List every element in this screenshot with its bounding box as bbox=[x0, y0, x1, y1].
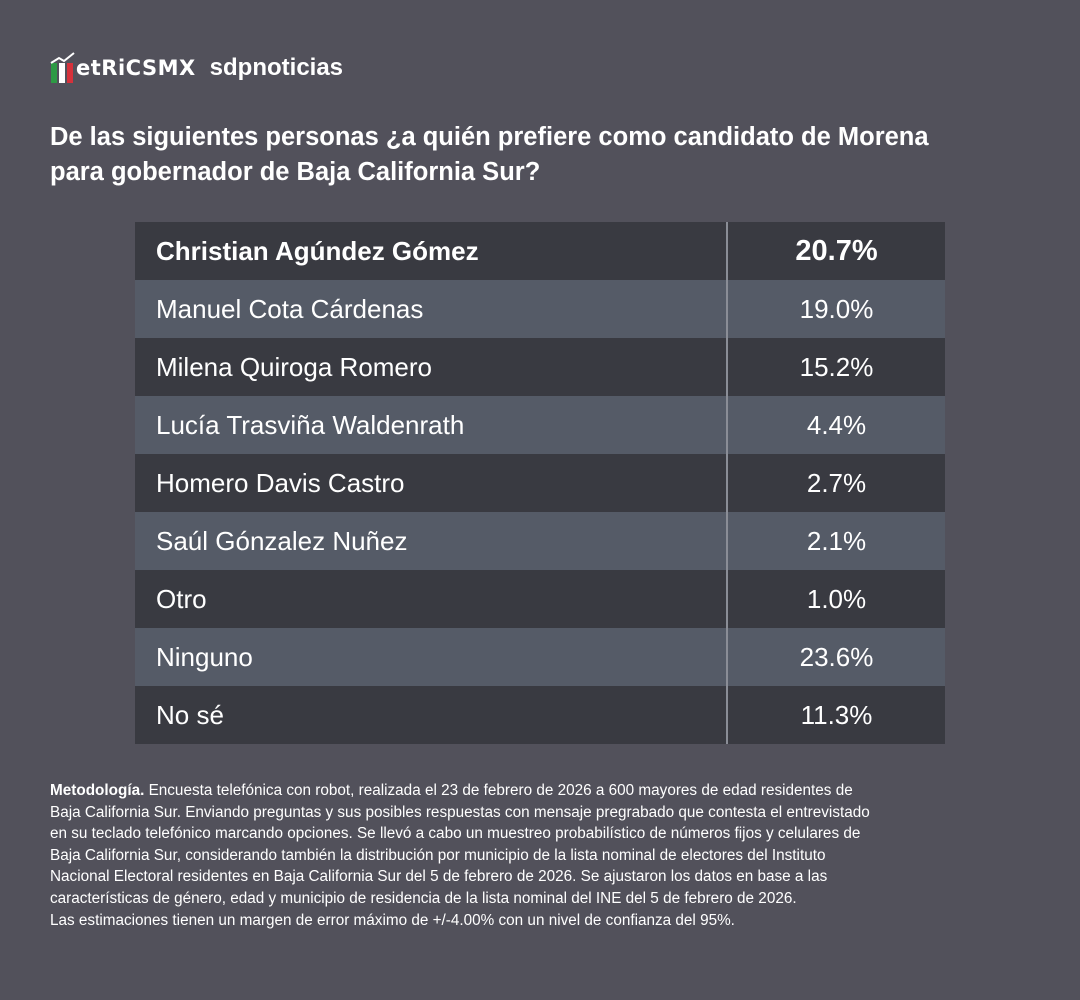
candidate-name: Homero Davis Castro bbox=[135, 454, 728, 512]
table-row: No sé 11.3% bbox=[135, 686, 945, 744]
percentage: 1.0% bbox=[806, 583, 867, 614]
table-row: Ninguno 23.6% bbox=[135, 628, 945, 686]
percentage: 15.2% bbox=[799, 351, 874, 382]
logo: etRiCSMX sdpnoticias bbox=[50, 50, 343, 86]
logo-icon bbox=[50, 52, 75, 83]
methodology-line: Nacional Electoral residentes en Baja Ca… bbox=[50, 866, 870, 888]
candidate-name: Christian Agúndez Gómez bbox=[135, 222, 728, 280]
candidate-name: Saúl Gónzalez Nuñez bbox=[135, 512, 728, 570]
logo-text: etRiCSMX bbox=[76, 56, 196, 80]
candidate-name: Otro bbox=[135, 570, 728, 628]
percentage: 19.0% bbox=[799, 293, 874, 324]
percentage: 20.7% bbox=[795, 234, 878, 267]
methodology-line: Baja California Sur, considerando tambié… bbox=[50, 845, 870, 867]
candidate-name: Milena Quiroga Romero bbox=[135, 338, 728, 396]
table-row: Manuel Cota Cárdenas 19.0% bbox=[135, 280, 945, 338]
methodology-line: características de género, edad y munici… bbox=[50, 888, 870, 910]
title-line: para gobernador de Baja California Sur? bbox=[50, 158, 541, 186]
candidate-name: Manuel Cota Cárdenas bbox=[135, 280, 728, 338]
table-row: Lucía Trasviña Waldenrath 4.4% bbox=[135, 396, 945, 454]
percentage: 23.6% bbox=[799, 641, 874, 672]
candidate-name: Ninguno bbox=[135, 628, 728, 686]
title-line: De las siguientes personas ¿a quién pref… bbox=[50, 123, 929, 151]
methodology: Metodología. Encuesta telefónica con rob… bbox=[50, 780, 870, 931]
percentage: 2.1% bbox=[806, 525, 867, 556]
title: De las siguientes personas ¿a quién pref… bbox=[50, 120, 929, 190]
methodology-line: en su teclado telefónico marcando opcion… bbox=[50, 823, 870, 845]
percentage: 2.7% bbox=[806, 467, 867, 498]
table-row: Christian Agúndez Gómez 20.7% bbox=[135, 222, 945, 280]
methodology-text: Baja California Sur, considerando tambié… bbox=[50, 846, 826, 864]
results-table: Christian Agúndez Gómez 20.7% Manuel Cota … bbox=[135, 222, 945, 744]
brand: sdpnoticias bbox=[209, 54, 344, 81]
percentage: 4.4% bbox=[806, 409, 867, 440]
candidate-name: No sé bbox=[135, 686, 728, 744]
methodology-text: Las estimaciones tienen un margen de err… bbox=[50, 911, 735, 929]
methodology-text: Encuesta telefónica con robot, realizada… bbox=[144, 782, 853, 799]
methodology-label: Metodología. bbox=[50, 782, 145, 799]
table-row: Otro 1.0% bbox=[135, 570, 945, 628]
percentage: 11.3% bbox=[800, 699, 873, 730]
candidate-name: Lucía Trasviña Waldenrath bbox=[135, 396, 728, 454]
methodology-text: en su teclado telefónico marcando opcion… bbox=[50, 825, 861, 843]
methodology-line: Las estimaciones tienen un margen de err… bbox=[50, 910, 870, 932]
methodology-text: características de género, edad y munici… bbox=[50, 889, 797, 907]
methodology-line: Metodología. Encuesta telefónica con rob… bbox=[50, 780, 870, 802]
table-row: Milena Quiroga Romero 15.2% bbox=[135, 338, 945, 396]
table-row: Saúl Gónzalez Nuñez 2.1% bbox=[135, 512, 945, 570]
methodology-line: Baja California Sur. Enviando preguntas … bbox=[50, 802, 870, 824]
methodology-text: Nacional Electoral residentes en Baja Ca… bbox=[50, 868, 828, 886]
methodology-text: Baja California Sur. Enviando preguntas … bbox=[50, 803, 870, 821]
table-row: Homero Davis Castro 2.7% bbox=[135, 454, 945, 512]
